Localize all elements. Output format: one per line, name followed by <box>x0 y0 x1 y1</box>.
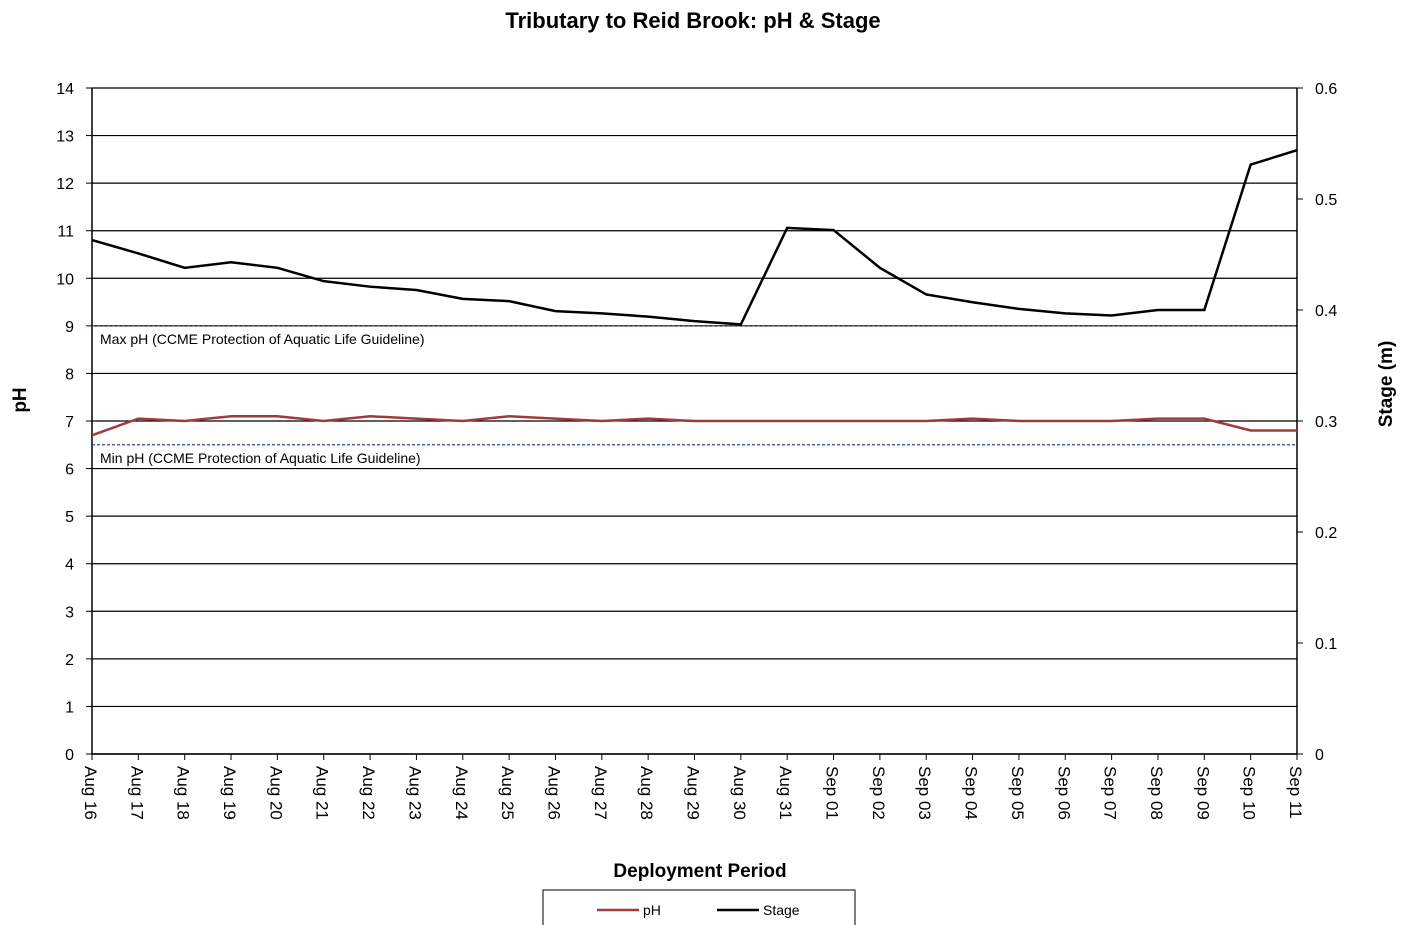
y-tick-label: 5 <box>65 509 74 526</box>
x-tick-label: Sep 09 <box>1193 766 1212 820</box>
y2-tick-label: 0.1 <box>1315 636 1337 653</box>
y-tick-label: 14 <box>56 81 74 98</box>
x-tick-label: Aug 22 <box>359 766 378 820</box>
x-tick-label: Aug 21 <box>313 766 332 820</box>
x-tick-label: Aug 30 <box>730 766 749 820</box>
legend-label: pH <box>643 902 661 918</box>
y-tick-label: 9 <box>65 319 74 336</box>
x-tick-label: Aug 18 <box>174 766 193 820</box>
x-tick-label: Aug 29 <box>684 766 703 820</box>
chart-title: Tributary to Reid Brook: pH & Stage <box>505 8 880 33</box>
x-tick-label: Sep 07 <box>1101 766 1120 820</box>
x-tick-label: Aug 23 <box>405 766 424 820</box>
y-tick-label: 1 <box>65 699 74 716</box>
y-tick-label: 11 <box>57 224 74 241</box>
y-tick-label: 2 <box>65 652 74 669</box>
x-tick-label: Aug 31 <box>776 766 795 820</box>
y-tick-label: 7 <box>65 414 74 431</box>
y2-tick-label: 0.3 <box>1315 414 1337 431</box>
x-tick-label: Sep 03 <box>915 766 934 820</box>
x-tick-label: Aug 28 <box>637 766 656 820</box>
x-tick-label: Sep 05 <box>1008 766 1027 820</box>
series-line <box>91 414 1297 437</box>
y2-tick-label: 0 <box>1315 747 1324 764</box>
legend-box <box>542 889 856 925</box>
legend-label: Stage <box>763 902 800 918</box>
x-tick-label: Sep 01 <box>823 766 842 820</box>
y2-tick-label: 0.2 <box>1315 525 1337 542</box>
x-tick-label: Aug 27 <box>591 766 610 820</box>
y2-axis-title: Stage (m) <box>1376 341 1397 428</box>
reference-label: Min pH (CCME Protection of Aquatic Life … <box>100 450 421 466</box>
x-tick-label: Sep 06 <box>1054 766 1073 820</box>
series-line <box>91 148 1298 326</box>
y-axis-title: pH <box>10 387 31 412</box>
x-tick-label: Aug 25 <box>498 766 517 820</box>
x-tick-label: Aug 20 <box>266 766 285 820</box>
y-tick-label: 10 <box>56 271 74 288</box>
y2-tick-label: 0.5 <box>1315 192 1337 209</box>
y2-tick-label: 0.4 <box>1315 303 1337 320</box>
x-tick-label: Sep 10 <box>1240 766 1259 820</box>
reference-label: Max pH (CCME Protection of Aquatic Life … <box>100 331 424 347</box>
x-tick-label: Sep 11 <box>1286 766 1305 819</box>
y-tick-label: 8 <box>65 366 74 383</box>
y2-tick-label: 0.6 <box>1315 81 1337 98</box>
x-tick-label: Aug 24 <box>452 766 471 820</box>
x-tick-label: Sep 04 <box>962 766 981 820</box>
x-tick-label: Sep 08 <box>1147 766 1166 820</box>
y-tick-label: 3 <box>65 604 74 621</box>
y-tick-label: 6 <box>65 462 74 479</box>
x-tick-label: Aug 16 <box>81 766 100 820</box>
x-tick-label: Sep 02 <box>869 766 888 820</box>
x-tick-label: Aug 26 <box>544 766 563 820</box>
y-tick-label: 13 <box>56 129 74 146</box>
y-tick-label: 12 <box>56 176 74 193</box>
x-tick-label: Aug 17 <box>127 766 146 820</box>
x-tick-label: Aug 19 <box>220 766 239 820</box>
x-axis-title: Deployment Period <box>613 861 786 882</box>
y-tick-label: 0 <box>65 747 74 764</box>
y-tick-label: 4 <box>65 557 74 574</box>
